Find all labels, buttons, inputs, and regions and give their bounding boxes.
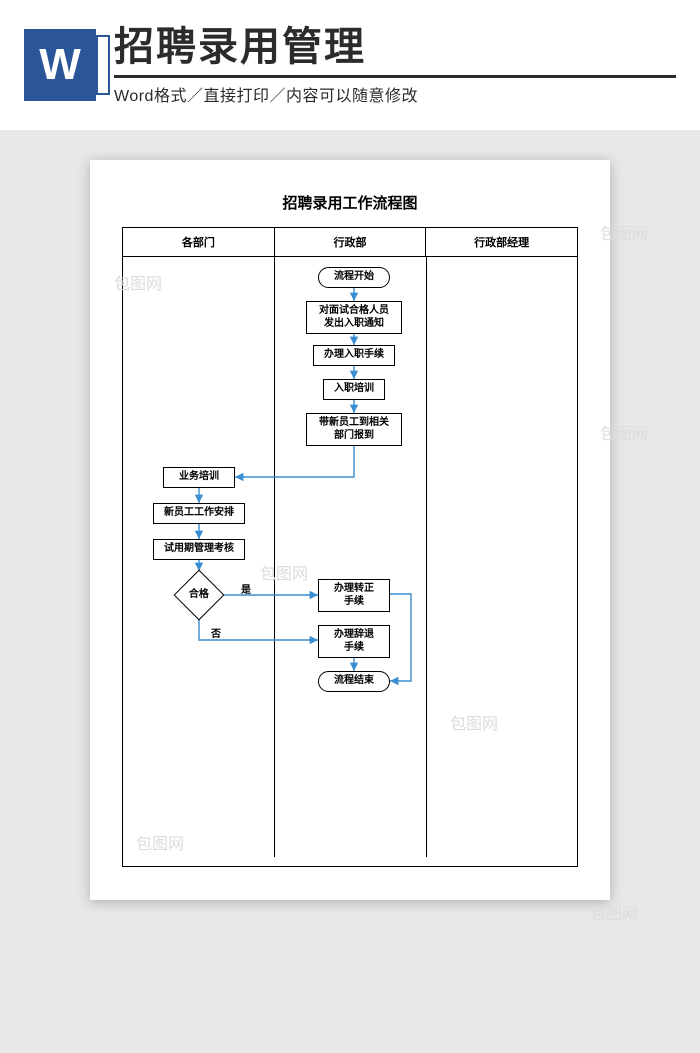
document-title: 招聘录用工作流程图 bbox=[122, 192, 578, 213]
header-text: 招聘录用管理 Word格式／直接打印／内容可以随意修改 bbox=[114, 25, 676, 106]
swimlane-table: 各部门 行政部 行政部经理 bbox=[122, 227, 578, 867]
watermark-6: 包图网 bbox=[590, 900, 638, 924]
lane-divider-1 bbox=[274, 257, 275, 857]
edge-label-d1-n9: 否 bbox=[211, 625, 221, 640]
lane-header-2: 行政部经理 bbox=[426, 228, 578, 257]
edge-label-d1-n8: 是 bbox=[241, 581, 251, 596]
flow-node-n6: 新员工工作安排 bbox=[153, 503, 245, 524]
lane-header-row: 各部门 行政部 行政部经理 bbox=[123, 228, 578, 257]
header-banner: 招聘录用管理 Word格式／直接打印／内容可以随意修改 bbox=[0, 0, 700, 130]
flowchart-area: 流程开始对面试合格人员发出入职通知办理入职手续入职培训带新员工到相关部门报到业务… bbox=[123, 257, 577, 857]
flow-node-d1: 合格 bbox=[174, 570, 225, 621]
flow-node-n4: 带新员工到相关部门报到 bbox=[306, 413, 402, 446]
document-page: 招聘录用工作流程图 各部门 行政部 行政部经理 bbox=[90, 160, 610, 900]
lane-divider-2 bbox=[426, 257, 427, 857]
banner-subtitle: Word格式／直接打印／内容可以随意修改 bbox=[114, 75, 676, 106]
flow-node-n2: 办理入职手续 bbox=[313, 345, 395, 366]
flow-node-n3: 入职培训 bbox=[323, 379, 385, 400]
flow-node-n8: 办理转正手续 bbox=[318, 579, 390, 612]
banner-title: 招聘录用管理 bbox=[114, 25, 676, 69]
flow-node-n5: 业务培训 bbox=[163, 467, 235, 488]
flow-node-n9: 办理辞退手续 bbox=[318, 625, 390, 658]
lane-header-1: 行政部 bbox=[274, 228, 426, 257]
flow-edge-n8-end bbox=[390, 594, 411, 681]
flow-node-n7: 试用期管理考核 bbox=[153, 539, 245, 560]
word-logo-icon bbox=[24, 29, 96, 101]
flow-node-n1: 对面试合格人员发出入职通知 bbox=[306, 301, 402, 334]
flow-edge-n4-n5 bbox=[235, 443, 354, 477]
flow-node-start: 流程开始 bbox=[318, 267, 390, 288]
flow-node-end: 流程结束 bbox=[318, 671, 390, 692]
lane-header-0: 各部门 bbox=[123, 228, 275, 257]
